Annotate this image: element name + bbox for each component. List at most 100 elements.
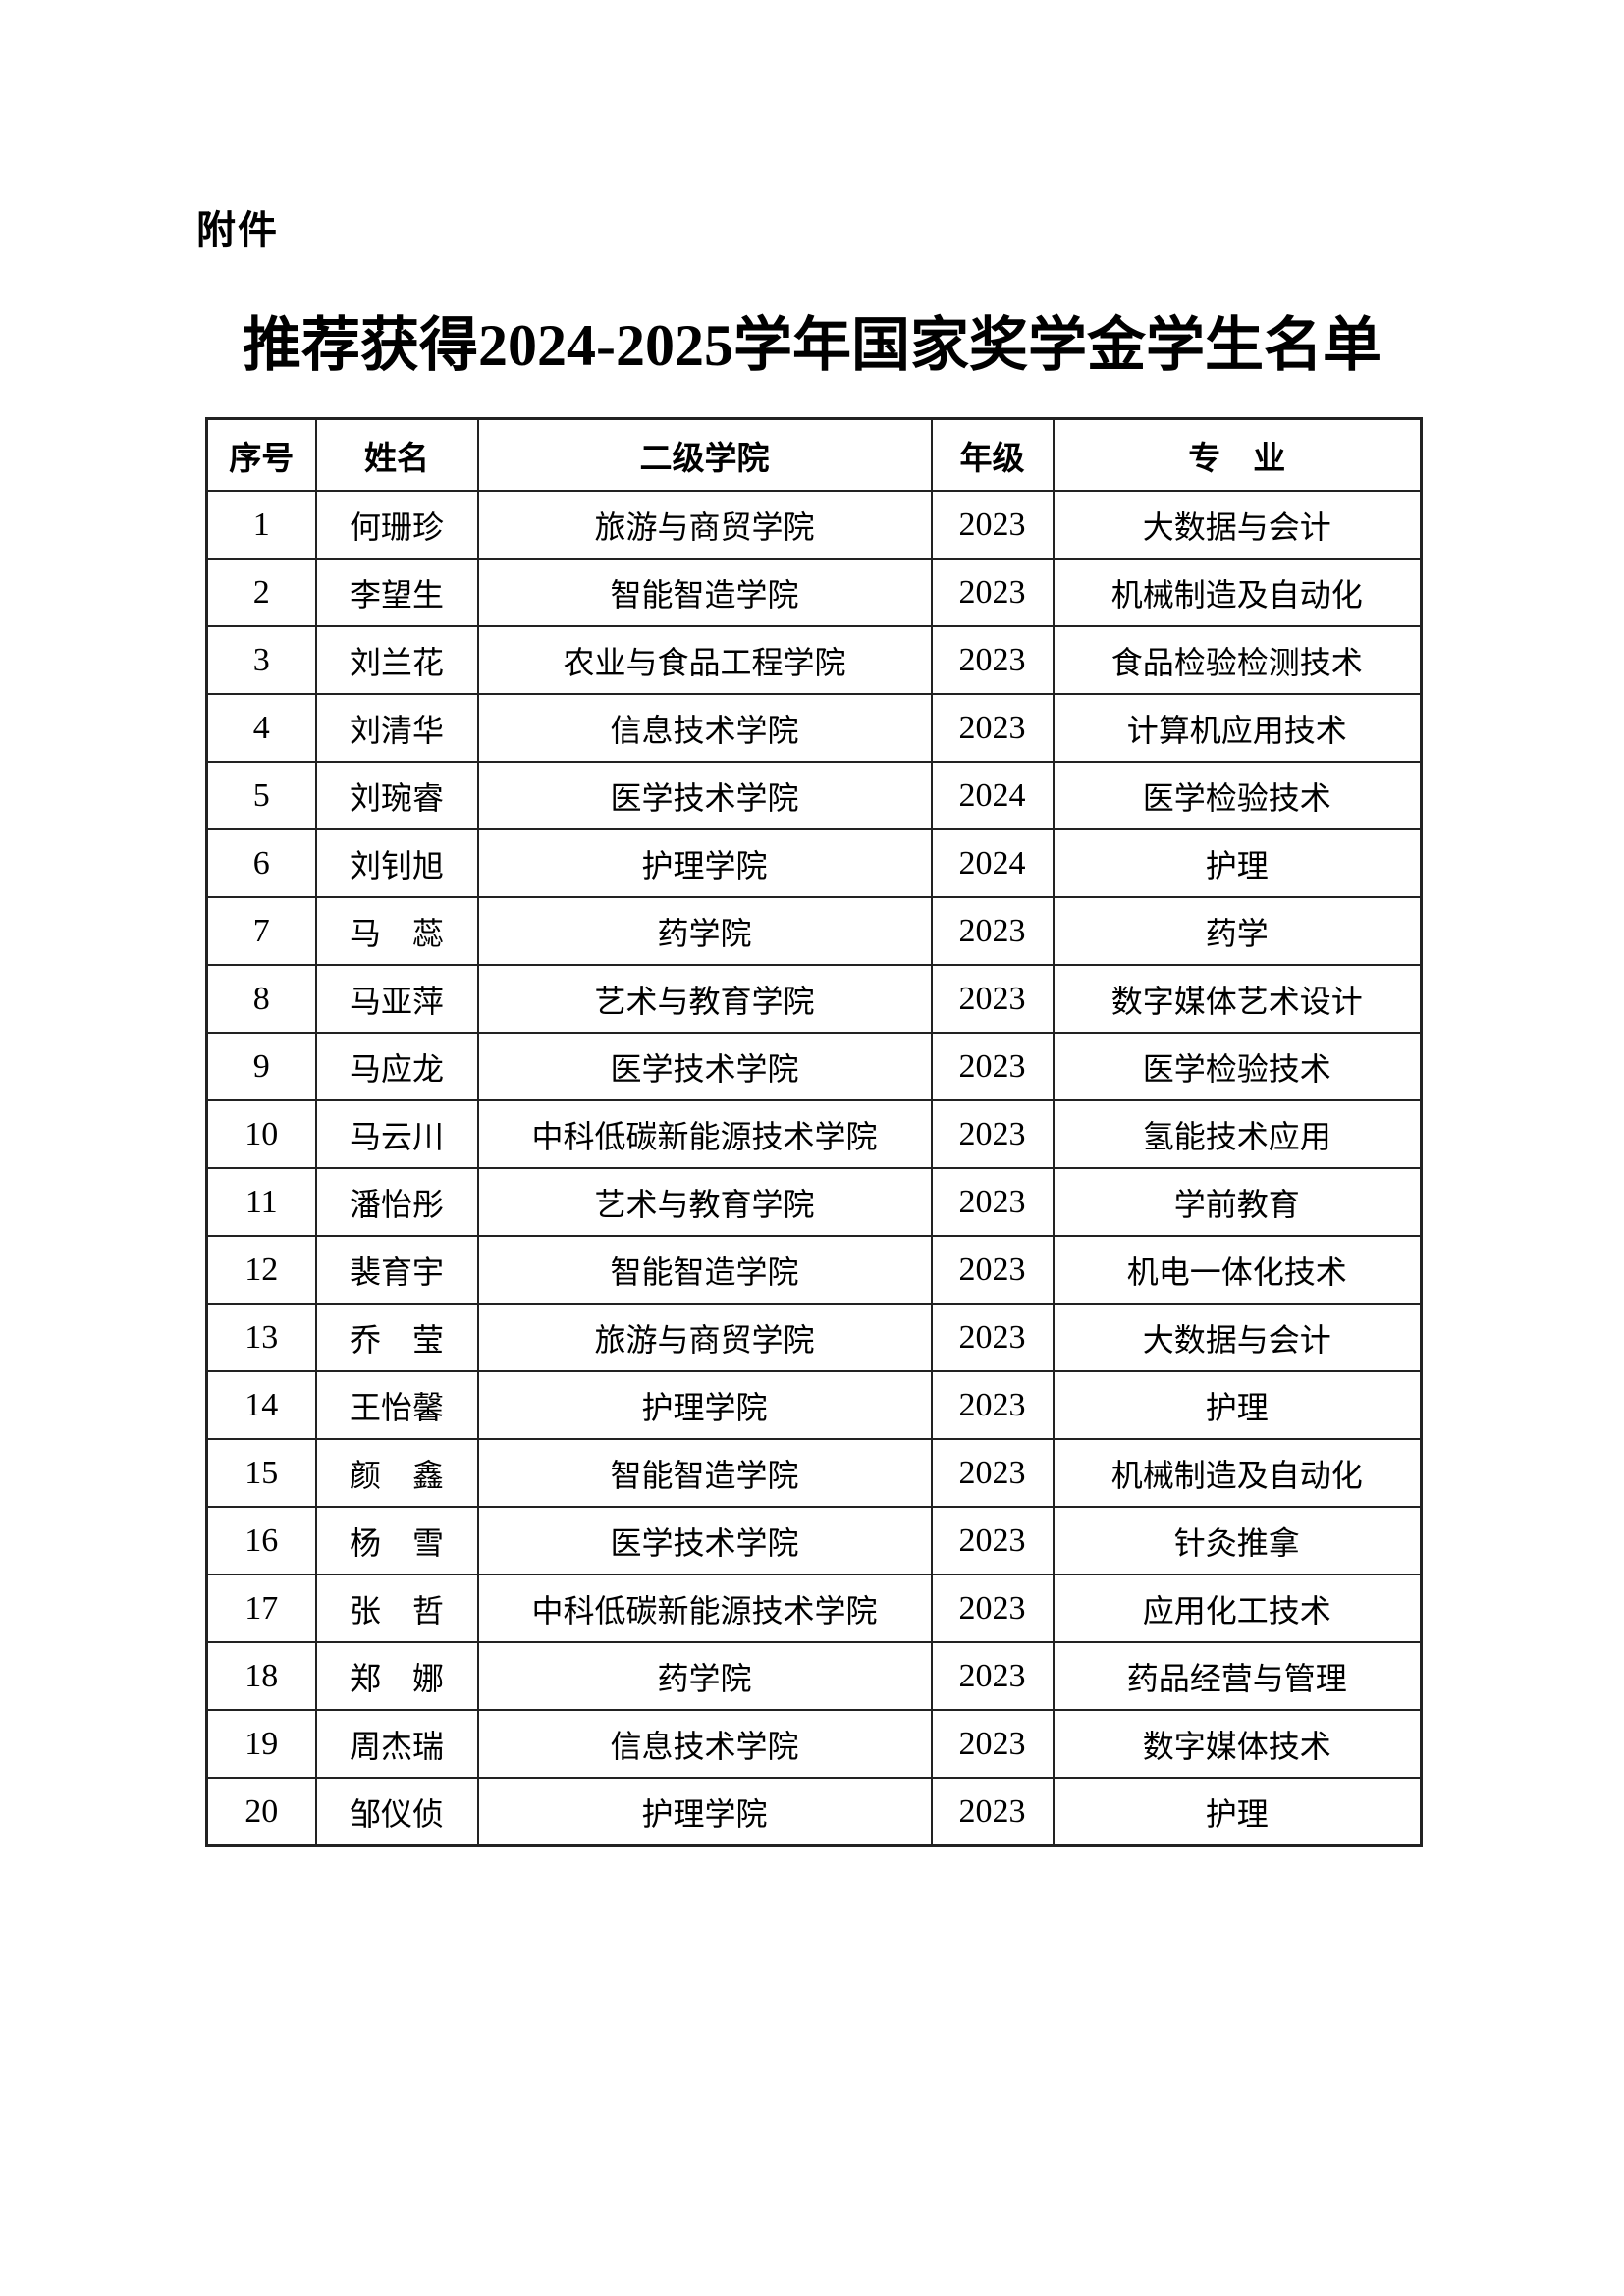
cell-name: 马亚萍 (314, 964, 479, 1034)
cell-grade: 2023 (930, 1167, 1055, 1237)
cell-name: 李望生 (314, 558, 479, 627)
cell-name: 裴育宇 (314, 1235, 479, 1305)
table-row: 14 王怡馨 护理学院 2023 护理 (205, 1370, 1423, 1440)
table-header: 序号 姓名 二级学院 年级 专 业 (205, 417, 1423, 492)
table-row: 16 杨 雪 医学技术学院 2023 针灸推拿 (205, 1506, 1423, 1575)
cell-name: 刘清华 (314, 693, 479, 763)
cell-grade: 2023 (930, 896, 1055, 966)
cell-college: 护理学院 (476, 828, 933, 898)
cell-grade: 2023 (930, 1303, 1055, 1372)
cell-major: 食品检验检测技术 (1052, 625, 1423, 695)
table-row: 2 李望生 智能智造学院 2023 机械制造及自动化 (205, 558, 1423, 627)
cell-name: 邹仪侦 (314, 1777, 479, 1847)
cell-grade: 2023 (930, 1099, 1055, 1169)
cell-grade: 2023 (930, 1777, 1055, 1847)
cell-major: 大数据与会计 (1052, 1303, 1423, 1372)
cell-major: 数字媒体艺术设计 (1052, 964, 1423, 1034)
cell-name: 张 哲 (314, 1574, 479, 1643)
cell-grade: 2023 (930, 1641, 1055, 1711)
cell-name: 颜 鑫 (314, 1438, 479, 1508)
cell-college: 旅游与商贸学院 (476, 490, 933, 560)
cell-no: 12 (205, 1235, 317, 1305)
cell-name: 王怡馨 (314, 1370, 479, 1440)
cell-grade: 2024 (930, 761, 1055, 830)
table-row: 6 刘钊旭 护理学院 2024 护理 (205, 828, 1423, 898)
cell-college: 医学技术学院 (476, 761, 933, 830)
cell-college: 农业与食品工程学院 (476, 625, 933, 695)
cell-college: 中科低碳新能源技术学院 (476, 1099, 933, 1169)
cell-grade: 2023 (930, 1574, 1055, 1643)
cell-no: 5 (205, 761, 317, 830)
table-row: 13 乔 莹 旅游与商贸学院 2023 大数据与会计 (205, 1303, 1423, 1372)
cell-major: 氢能技术应用 (1052, 1099, 1423, 1169)
cell-no: 9 (205, 1032, 317, 1101)
table-row: 1 何珊珍 旅游与商贸学院 2023 大数据与会计 (205, 490, 1423, 560)
cell-major: 护理 (1052, 828, 1423, 898)
cell-major: 针灸推拿 (1052, 1506, 1423, 1575)
table-row: 5 刘琬睿 医学技术学院 2024 医学检验技术 (205, 761, 1423, 830)
cell-college: 智能智造学院 (476, 1235, 933, 1305)
table-row: 15 颜 鑫 智能智造学院 2023 机械制造及自动化 (205, 1438, 1423, 1508)
cell-grade: 2023 (930, 1438, 1055, 1508)
cell-grade: 2023 (930, 693, 1055, 763)
cell-no: 19 (205, 1709, 317, 1779)
column-header-no: 序号 (205, 417, 317, 492)
cell-name: 周杰瑞 (314, 1709, 479, 1779)
header-row: 序号 姓名 二级学院 年级 专 业 (205, 417, 1423, 492)
cell-college: 医学技术学院 (476, 1032, 933, 1101)
cell-no: 10 (205, 1099, 317, 1169)
cell-college: 艺术与教育学院 (476, 1167, 933, 1237)
cell-major: 医学检验技术 (1052, 761, 1423, 830)
cell-name: 马应龙 (314, 1032, 479, 1101)
cell-no: 8 (205, 964, 317, 1034)
cell-college: 智能智造学院 (476, 1438, 933, 1508)
cell-college: 药学院 (476, 896, 933, 966)
cell-no: 15 (205, 1438, 317, 1508)
cell-no: 2 (205, 558, 317, 627)
cell-college: 医学技术学院 (476, 1506, 933, 1575)
cell-major: 机械制造及自动化 (1052, 1438, 1423, 1508)
cell-name: 刘兰花 (314, 625, 479, 695)
cell-major: 医学检验技术 (1052, 1032, 1423, 1101)
cell-no: 6 (205, 828, 317, 898)
cell-major: 药学 (1052, 896, 1423, 966)
cell-major: 护理 (1052, 1777, 1423, 1847)
cell-major: 计算机应用技术 (1052, 693, 1423, 763)
column-header-name: 姓名 (314, 417, 479, 492)
cell-name: 马 蕊 (314, 896, 479, 966)
table-row: 10 马云川 中科低碳新能源技术学院 2023 氢能技术应用 (205, 1099, 1423, 1169)
cell-grade: 2023 (930, 1235, 1055, 1305)
attachment-label: 附件 (196, 209, 279, 252)
cell-college: 护理学院 (476, 1777, 933, 1847)
table-body: 1 何珊珍 旅游与商贸学院 2023 大数据与会计 2 李望生 智能智造学院 2… (205, 490, 1423, 1847)
cell-major: 药品经营与管理 (1052, 1641, 1423, 1711)
cell-college: 药学院 (476, 1641, 933, 1711)
cell-name: 杨 雪 (314, 1506, 479, 1575)
cell-major: 应用化工技术 (1052, 1574, 1423, 1643)
table-row: 8 马亚萍 艺术与教育学院 2023 数字媒体艺术设计 (205, 964, 1423, 1034)
cell-name: 刘钊旭 (314, 828, 479, 898)
cell-no: 4 (205, 693, 317, 763)
cell-grade: 2023 (930, 490, 1055, 560)
cell-major: 学前教育 (1052, 1167, 1423, 1237)
cell-name: 何珊珍 (314, 490, 479, 560)
table-row: 17 张 哲 中科低碳新能源技术学院 2023 应用化工技术 (205, 1574, 1423, 1643)
table-row: 3 刘兰花 农业与食品工程学院 2023 食品检验检测技术 (205, 625, 1423, 695)
cell-major: 数字媒体技术 (1052, 1709, 1423, 1779)
table-row: 4 刘清华 信息技术学院 2023 计算机应用技术 (205, 693, 1423, 763)
cell-name: 乔 莹 (314, 1303, 479, 1372)
cell-name: 马云川 (314, 1099, 479, 1169)
cell-no: 1 (205, 490, 317, 560)
table-row: 9 马应龙 医学技术学院 2023 医学检验技术 (205, 1032, 1423, 1101)
cell-college: 中科低碳新能源技术学院 (476, 1574, 933, 1643)
table-row: 7 马 蕊 药学院 2023 药学 (205, 896, 1423, 966)
cell-no: 16 (205, 1506, 317, 1575)
cell-grade: 2024 (930, 828, 1055, 898)
cell-name: 郑 娜 (314, 1641, 479, 1711)
cell-college: 信息技术学院 (476, 693, 933, 763)
cell-college: 护理学院 (476, 1370, 933, 1440)
column-header-grade: 年级 (930, 417, 1055, 492)
cell-college: 信息技术学院 (476, 1709, 933, 1779)
cell-no: 20 (205, 1777, 317, 1847)
